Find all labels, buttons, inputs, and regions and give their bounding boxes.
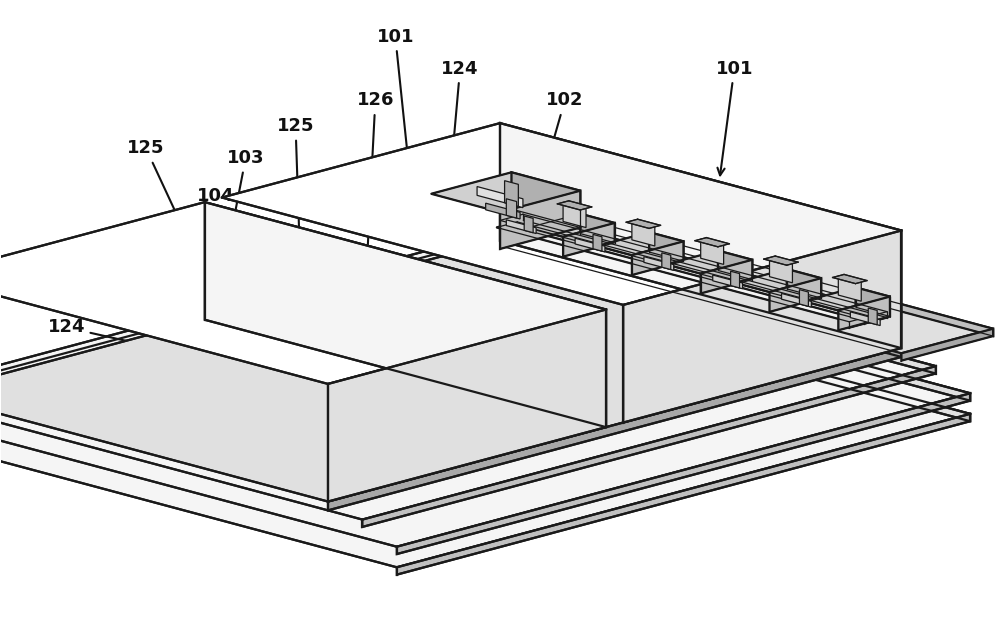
Polygon shape [701, 239, 724, 265]
Text: 102: 102 [67, 270, 181, 322]
Text: 124: 124 [438, 60, 479, 287]
Polygon shape [597, 232, 683, 255]
Polygon shape [856, 288, 890, 317]
Polygon shape [500, 191, 580, 249]
Polygon shape [575, 238, 605, 252]
Polygon shape [713, 275, 743, 289]
Polygon shape [787, 269, 821, 298]
Polygon shape [782, 293, 811, 307]
Text: 103: 103 [225, 149, 264, 256]
Polygon shape [666, 250, 752, 273]
Polygon shape [505, 180, 518, 206]
Polygon shape [644, 257, 674, 270]
Polygon shape [623, 230, 901, 422]
Polygon shape [769, 278, 821, 312]
Text: 104: 104 [197, 187, 235, 268]
Polygon shape [850, 312, 880, 325]
Text: 101: 101 [377, 28, 414, 175]
Polygon shape [557, 201, 592, 210]
Polygon shape [506, 199, 517, 218]
Polygon shape [695, 238, 729, 247]
Polygon shape [500, 221, 993, 353]
Polygon shape [580, 214, 615, 243]
Polygon shape [662, 253, 671, 270]
Polygon shape [497, 222, 870, 322]
Polygon shape [362, 366, 936, 527]
Polygon shape [769, 257, 792, 282]
Polygon shape [477, 187, 523, 207]
Text: 125: 125 [127, 139, 214, 294]
Polygon shape [443, 273, 970, 421]
Polygon shape [443, 252, 970, 401]
Polygon shape [799, 290, 808, 306]
Polygon shape [397, 414, 970, 575]
Polygon shape [849, 317, 870, 327]
Polygon shape [731, 271, 740, 288]
Polygon shape [901, 329, 993, 361]
Text: 125: 125 [277, 117, 314, 268]
Polygon shape [500, 214, 887, 318]
Polygon shape [529, 214, 615, 237]
Text: 123: 123 [744, 341, 843, 359]
Polygon shape [632, 221, 655, 246]
Polygon shape [632, 241, 683, 275]
Polygon shape [328, 348, 901, 510]
Polygon shape [0, 202, 606, 384]
Polygon shape [649, 232, 683, 261]
Polygon shape [593, 234, 602, 251]
Polygon shape [563, 223, 615, 257]
Polygon shape [626, 219, 661, 229]
Polygon shape [838, 276, 861, 301]
Polygon shape [517, 222, 870, 322]
Polygon shape [523, 214, 887, 318]
Polygon shape [524, 216, 533, 232]
Polygon shape [563, 202, 586, 227]
Text: 121: 121 [769, 238, 863, 296]
Text: 101: 101 [716, 60, 753, 175]
Polygon shape [466, 240, 936, 374]
Text: 124: 124 [47, 318, 161, 351]
Polygon shape [486, 203, 520, 219]
Polygon shape [0, 252, 970, 547]
Polygon shape [328, 309, 606, 501]
Polygon shape [222, 123, 901, 305]
Polygon shape [511, 172, 580, 227]
Polygon shape [833, 274, 867, 284]
Text: 126: 126 [357, 91, 394, 287]
Polygon shape [701, 260, 752, 293]
Polygon shape [397, 394, 970, 554]
Text: 122: 122 [759, 299, 863, 329]
Polygon shape [500, 241, 901, 357]
Text: 102: 102 [510, 91, 584, 288]
Polygon shape [0, 241, 901, 501]
Polygon shape [804, 288, 890, 311]
Polygon shape [0, 273, 970, 568]
Text: 126: 126 [42, 264, 151, 308]
Polygon shape [0, 240, 936, 519]
Polygon shape [764, 256, 798, 265]
Polygon shape [592, 221, 993, 336]
Polygon shape [205, 202, 606, 427]
Polygon shape [431, 172, 580, 213]
Polygon shape [838, 297, 890, 330]
Polygon shape [864, 311, 887, 324]
Polygon shape [506, 220, 536, 234]
Polygon shape [500, 123, 901, 348]
Polygon shape [868, 308, 877, 325]
Polygon shape [735, 269, 821, 292]
Polygon shape [718, 250, 752, 280]
